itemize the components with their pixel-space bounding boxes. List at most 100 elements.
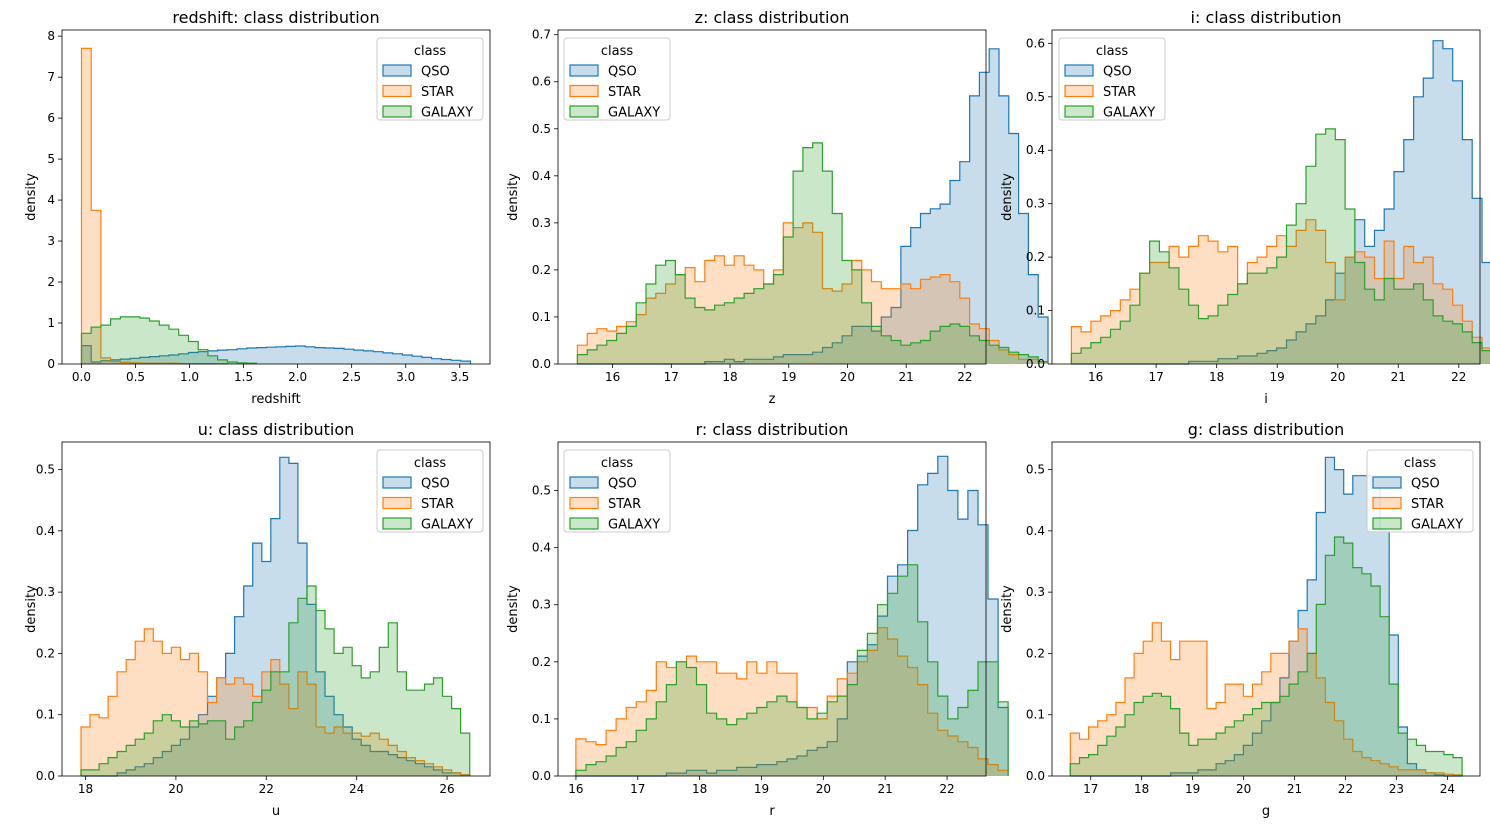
x-tick-label: 21 xyxy=(1287,782,1302,796)
legend-label-star: STAR xyxy=(608,85,641,100)
series-line-qso xyxy=(80,345,472,364)
x-tick-label: 16 xyxy=(605,370,620,384)
legend-swatch-galaxy xyxy=(382,517,412,530)
y-tick-label: 0.3 xyxy=(1026,197,1045,211)
y-tick-label: 0.6 xyxy=(1026,36,1045,50)
series-fill-qso xyxy=(1070,457,1463,776)
x-tick-label: 3.0 xyxy=(396,370,415,384)
chart-panel-0: 0.0 0.5 1.0 1.5 2.0 2.5 3.0 3.5 0 1 2 3 4 5 6 7 8 redshif… xyxy=(24,8,491,407)
y-axis-label: density xyxy=(506,173,521,221)
x-tick-label: 17 xyxy=(630,782,645,796)
legend: class QSO STAR GALAXY xyxy=(1058,37,1166,121)
series-fill-galaxy xyxy=(1070,537,1463,776)
x-tick-label: 0.0 xyxy=(72,370,91,384)
series-line-galaxy xyxy=(1069,536,1463,776)
y-tick-label: 0.2 xyxy=(532,655,551,669)
y-tick-label: 0.1 xyxy=(532,310,551,324)
series-fill-galaxy xyxy=(577,142,1048,364)
x-axis-label: g xyxy=(1262,804,1270,819)
x-tick-label: 18 xyxy=(692,782,707,796)
y-tick-label: 0.5 xyxy=(532,484,551,498)
chart-title: r: class distribution xyxy=(696,420,849,439)
series-fill-star xyxy=(1070,622,1463,776)
legend-label-star: STAR xyxy=(608,497,641,512)
x-axis-label: redshift xyxy=(251,392,300,407)
axes-frame xyxy=(61,441,491,777)
legend-label-qso: QSO xyxy=(608,477,637,492)
legend-swatch-qso xyxy=(569,64,599,77)
x-tick-label: 20 xyxy=(1330,370,1345,384)
y-tick-label: 0.4 xyxy=(1026,143,1045,157)
series-fill-galaxy xyxy=(1071,128,1490,364)
y-tick-label: 0.1 xyxy=(1026,304,1045,318)
x-tick-label: 22 xyxy=(957,370,972,384)
y-tick-label: 0.1 xyxy=(36,708,55,722)
legend-swatch-star xyxy=(1372,496,1402,510)
y-tick-label: 0.7 xyxy=(532,28,551,42)
y-tick-label: 0.5 xyxy=(1026,90,1045,104)
legend-label-star: STAR xyxy=(1411,497,1444,512)
series-fill-star xyxy=(1071,219,1490,364)
legend-label-star: STAR xyxy=(421,497,454,512)
series-fill-qso xyxy=(81,457,470,776)
chart-panel-4: 16 17 18 19 20 21 22 0.0 0.1 0.2 0.3 0.4 0.5 r: class… xyxy=(506,420,1009,819)
x-tick-label: 24 xyxy=(1440,782,1455,796)
x-tick-label: 2.0 xyxy=(288,370,307,384)
axes-frame xyxy=(1051,441,1481,777)
legend-box xyxy=(563,449,671,533)
series-line-qso xyxy=(1071,40,1490,365)
series-fill-galaxy xyxy=(575,564,1009,776)
legend-swatch-galaxy xyxy=(382,105,412,118)
axes-frame xyxy=(557,29,987,365)
x-tick-label: 17 xyxy=(1083,782,1098,796)
x-tick-label: 0.5 xyxy=(126,370,145,384)
legend-label-galaxy: GALAXY xyxy=(421,518,473,533)
y-tick-label: 0.4 xyxy=(36,524,55,538)
x-tick-label: 22 xyxy=(939,782,954,796)
chart-panel-1: 16 17 18 19 20 21 22 0.0 0.1 0.2 0.3 0.4 0.5 0.6 0.7 z:… xyxy=(506,8,1049,407)
legend-box xyxy=(376,37,484,121)
axes-frame xyxy=(557,441,987,777)
x-tick-label: 20 xyxy=(816,782,831,796)
x-tick-label: 17 xyxy=(1148,370,1163,384)
legend-swatch-qso xyxy=(1372,476,1402,489)
legend-title: class xyxy=(414,44,446,59)
legend-swatch-star xyxy=(1064,84,1094,98)
y-tick-label: 0.5 xyxy=(36,463,55,477)
series-fill-qso xyxy=(1071,40,1490,364)
x-axis-label: u xyxy=(272,804,280,819)
legend-label-galaxy: GALAXY xyxy=(1411,518,1463,533)
y-tick-label: 2 xyxy=(47,275,55,289)
legend-title: class xyxy=(601,456,633,471)
y-axis-label: density xyxy=(24,585,39,633)
legend-label-galaxy: GALAXY xyxy=(608,106,660,121)
x-tick-label: 16 xyxy=(568,782,583,796)
x-tick-label: 21 xyxy=(899,370,914,384)
series-line-star xyxy=(576,222,1049,364)
chart-panel-2: 16 17 18 19 20 21 22 0.0 0.1 0.2 0.3 0.4 0.5 0.6 i: cl… xyxy=(1000,8,1490,407)
legend-swatch-star xyxy=(382,84,412,98)
y-tick-label: 0.1 xyxy=(532,712,551,726)
y-tick-label: 0.0 xyxy=(532,357,551,371)
series-line-star xyxy=(575,627,1009,776)
axes-frame xyxy=(61,29,491,365)
chart-title: g: class distribution xyxy=(1188,420,1345,439)
y-tick-label: 0.2 xyxy=(36,646,55,660)
x-tick-label: 24 xyxy=(349,782,364,796)
x-axis-label: i xyxy=(1264,392,1268,407)
y-tick-label: 7 xyxy=(47,70,55,84)
legend-title: class xyxy=(601,44,633,59)
y-axis-label: density xyxy=(1000,173,1015,221)
legend-swatch-qso xyxy=(569,476,599,489)
x-tick-label: 19 xyxy=(1185,782,1200,796)
y-tick-label: 0.2 xyxy=(532,263,551,277)
legend-swatch-qso xyxy=(382,64,412,77)
legend-swatch-galaxy xyxy=(569,517,599,530)
legend-swatch-qso xyxy=(1064,64,1094,77)
series-line-galaxy xyxy=(575,564,1009,776)
legend-swatch-star xyxy=(569,496,599,510)
x-tick-label: 21 xyxy=(878,782,893,796)
legend-label-qso: QSO xyxy=(421,477,450,492)
series-fill-qso xyxy=(81,345,471,364)
